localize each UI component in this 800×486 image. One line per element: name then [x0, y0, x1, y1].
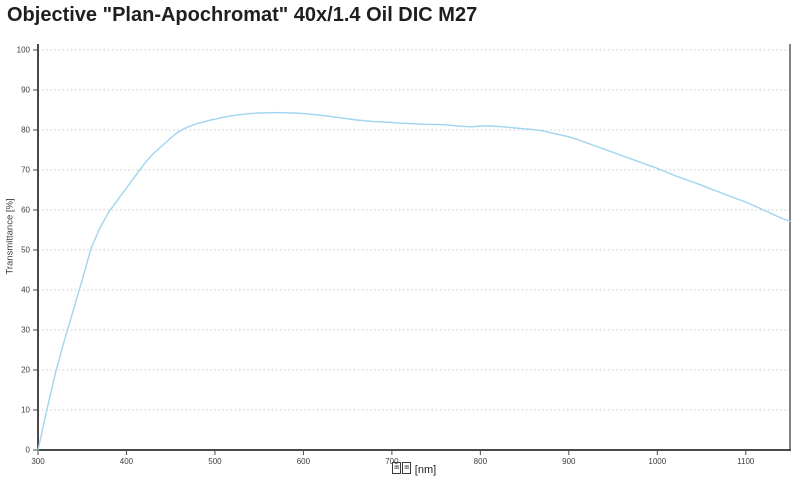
x-tick-label: 500	[208, 457, 222, 466]
x-tick-label: 1100	[737, 457, 755, 466]
x-tick-label: 800	[474, 457, 488, 466]
chart-title: Objective "Plan-Apochromat" 40x/1.4 Oil …	[7, 4, 478, 26]
y-tick-label: 50	[21, 246, 30, 255]
x-axis-unit: [nm]	[414, 464, 437, 476]
x-tick-label: 300	[31, 457, 45, 466]
transmittance-curve	[37, 111, 791, 451]
y-tick-label: 70	[21, 166, 30, 175]
y-tick-label: 90	[21, 86, 30, 95]
missing-glyph-box	[401, 462, 411, 474]
y-tick-label: 30	[21, 326, 30, 335]
y-tick-label: 20	[21, 366, 30, 375]
y-tick-label: 40	[21, 286, 30, 295]
x-tick-label: 400	[120, 457, 134, 466]
y-axis-title: Transmittance [%]	[4, 198, 16, 275]
y-tick-label: 100	[17, 46, 31, 55]
y-tick-label: 80	[21, 126, 30, 135]
y-tick-label: 0	[26, 446, 31, 455]
x-tick-label: 900	[562, 457, 576, 466]
x-axis-title: [nm]	[38, 462, 790, 476]
missing-glyph-box	[391, 462, 401, 474]
y-tick-label: 10	[21, 406, 30, 415]
x-tick-label: 600	[297, 457, 311, 466]
x-tick-label: 1000	[648, 457, 666, 466]
y-tick-label: 60	[21, 206, 30, 215]
